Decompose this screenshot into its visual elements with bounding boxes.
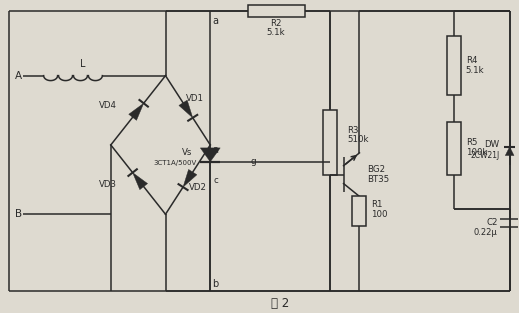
Text: B: B xyxy=(15,209,22,219)
Polygon shape xyxy=(200,148,220,162)
Text: 510k: 510k xyxy=(348,136,369,145)
Bar xyxy=(447,122,461,175)
Text: VD4: VD4 xyxy=(99,101,117,110)
Bar xyxy=(447,36,461,95)
Polygon shape xyxy=(179,100,193,118)
Text: 图 2: 图 2 xyxy=(271,297,289,310)
Text: 2CW21J: 2CW21J xyxy=(470,151,500,160)
Polygon shape xyxy=(129,103,144,120)
Text: BT35: BT35 xyxy=(367,175,390,184)
Text: a: a xyxy=(212,145,218,155)
Text: 100: 100 xyxy=(372,210,388,219)
Polygon shape xyxy=(506,147,514,156)
Text: 5.1k: 5.1k xyxy=(267,28,285,37)
Text: VD3: VD3 xyxy=(99,180,117,189)
Text: 100k: 100k xyxy=(466,148,487,157)
Text: c: c xyxy=(214,176,218,185)
Text: b: b xyxy=(212,279,218,289)
Text: L: L xyxy=(80,59,86,69)
Text: R5: R5 xyxy=(466,138,477,147)
Text: 5.1k: 5.1k xyxy=(466,66,485,75)
Bar xyxy=(323,110,337,175)
Text: BG2: BG2 xyxy=(367,165,386,174)
Text: g: g xyxy=(250,157,256,166)
Text: R1: R1 xyxy=(372,200,383,209)
Polygon shape xyxy=(183,169,197,187)
Text: R3: R3 xyxy=(348,126,359,135)
Text: 0.22μ: 0.22μ xyxy=(474,228,498,237)
Text: R2: R2 xyxy=(270,19,282,28)
Polygon shape xyxy=(133,172,147,190)
Text: DW: DW xyxy=(485,141,500,149)
Text: 3CT1A/500V: 3CT1A/500V xyxy=(153,160,196,166)
Bar xyxy=(248,5,305,17)
Bar xyxy=(352,197,366,226)
Text: a: a xyxy=(212,16,218,26)
Text: VD2: VD2 xyxy=(189,183,207,192)
Text: VD1: VD1 xyxy=(186,94,204,103)
Text: R4: R4 xyxy=(466,56,477,65)
Text: A: A xyxy=(15,71,22,81)
Text: C2: C2 xyxy=(486,218,498,227)
Text: Vs: Vs xyxy=(182,148,193,157)
